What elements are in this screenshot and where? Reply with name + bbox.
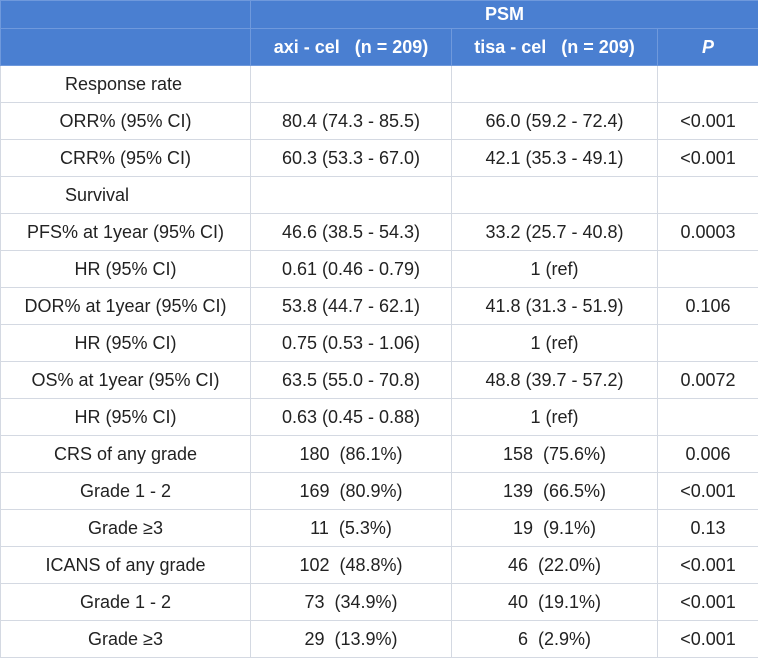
row-label: PFS% at 1year (95% CI) [1,214,251,251]
axi-cel-value: 180 (86.1%) [251,436,452,473]
p-value: <0.001 [658,621,758,658]
tisa-cel-value: 1 (ref) [452,399,658,436]
tisa-cel-value: 158 (75.6%) [452,436,658,473]
p-value [658,251,758,288]
tisa-cel-value: 1 (ref) [452,251,658,288]
axi-cel-value: 29 (13.9%) [251,621,452,658]
row-label: HR (95% CI) [1,251,251,288]
header-group-row: PSM [1,1,758,29]
axi-cel-value: 0.75 (0.53 - 1.06) [251,325,452,362]
tisa-cel-value: 66.0 (59.2 - 72.4) [452,103,658,140]
header-axi-col: axi - cel (n = 209) [251,29,452,66]
header-blank-cell [1,1,251,29]
row-label: OS% at 1year (95% CI) [1,362,251,399]
header-label-col [1,29,251,66]
axi-cel-value: 102 (48.8%) [251,547,452,584]
axi-cel-value: 0.61 (0.46 - 0.79) [251,251,452,288]
table-row: CRR% (95% CI)60.3 (53.3 - 67.0)42.1 (35.… [1,140,758,177]
tisa-cel-value: 1 (ref) [452,325,658,362]
axi-cel-value: 73 (34.9%) [251,584,452,621]
axi-cel-value: 63.5 (55.0 - 70.8) [251,362,452,399]
row-label: ORR% (95% CI) [1,103,251,140]
p-value [658,325,758,362]
table-row: DOR% at 1year (95% CI)53.8 (44.7 - 62.1)… [1,288,758,325]
row-label: HR (95% CI) [1,399,251,436]
row-label: Grade 1 - 2 [1,473,251,510]
row-label: Grade 1 - 2 [1,584,251,621]
axi-cel-value [251,66,452,103]
tisa-cel-value: 40 (19.1%) [452,584,658,621]
row-label: Response rate [1,66,251,103]
header-tisa-col: tisa - cel (n = 209) [452,29,658,66]
tisa-cel-value: 41.8 (31.3 - 51.9) [452,288,658,325]
tisa-cel-value: 46 (22.0%) [452,547,658,584]
table-row: HR (95% CI)0.75 (0.53 - 1.06)1 (ref) [1,325,758,362]
axi-cel-value: 0.63 (0.45 - 0.88) [251,399,452,436]
table-row: Response rate [1,66,758,103]
p-value: 0.0072 [658,362,758,399]
row-label: DOR% at 1year (95% CI) [1,288,251,325]
row-label: CRS of any grade [1,436,251,473]
p-value: <0.001 [658,103,758,140]
tisa-cel-value: 6 (2.9%) [452,621,658,658]
tisa-cel-value: 139 (66.5%) [452,473,658,510]
p-value [658,66,758,103]
axi-cel-value: 53.8 (44.7 - 62.1) [251,288,452,325]
table-row: HR (95% CI)0.63 (0.45 - 0.88)1 (ref) [1,399,758,436]
table-row: Survival [1,177,758,214]
axi-cel-value: 80.4 (74.3 - 85.5) [251,103,452,140]
axi-cel-value: 46.6 (38.5 - 54.3) [251,214,452,251]
p-value: <0.001 [658,584,758,621]
axi-cel-value: 60.3 (53.3 - 67.0) [251,140,452,177]
table-row: OS% at 1year (95% CI)63.5 (55.0 - 70.8)4… [1,362,758,399]
p-value: 0.006 [658,436,758,473]
p-value: <0.001 [658,140,758,177]
psm-group-label: PSM [251,1,758,29]
header-p-col: P [658,29,758,66]
table-row: HR (95% CI)0.61 (0.46 - 0.79)1 (ref) [1,251,758,288]
p-value: 0.13 [658,510,758,547]
axi-cel-value: 11 (5.3%) [251,510,452,547]
tisa-cel-value: 33.2 (25.7 - 40.8) [452,214,658,251]
row-label: Survival [1,177,251,214]
table-row: PFS% at 1year (95% CI)46.6 (38.5 - 54.3)… [1,214,758,251]
tisa-cel-value [452,66,658,103]
header-columns-row: axi - cel (n = 209) tisa - cel (n = 209)… [1,29,758,66]
table-header: PSM axi - cel (n = 209) tisa - cel (n = … [1,1,758,66]
p-value: 0.106 [658,288,758,325]
tisa-cel-value [452,177,658,214]
row-label: Grade ≥3 [1,510,251,547]
p-value: <0.001 [658,547,758,584]
row-label: ICANS of any grade [1,547,251,584]
tisa-cel-value: 42.1 (35.3 - 49.1) [452,140,658,177]
p-value: 0.0003 [658,214,758,251]
table-row: ORR% (95% CI)80.4 (74.3 - 85.5)66.0 (59.… [1,103,758,140]
tisa-cel-value: 19 (9.1%) [452,510,658,547]
axi-cel-value: 169 (80.9%) [251,473,452,510]
axi-cel-value [251,177,452,214]
p-value: <0.001 [658,473,758,510]
p-value [658,399,758,436]
row-label: Grade ≥3 [1,621,251,658]
row-label: HR (95% CI) [1,325,251,362]
tisa-cel-value: 48.8 (39.7 - 57.2) [452,362,658,399]
p-value [658,177,758,214]
row-label: CRR% (95% CI) [1,140,251,177]
